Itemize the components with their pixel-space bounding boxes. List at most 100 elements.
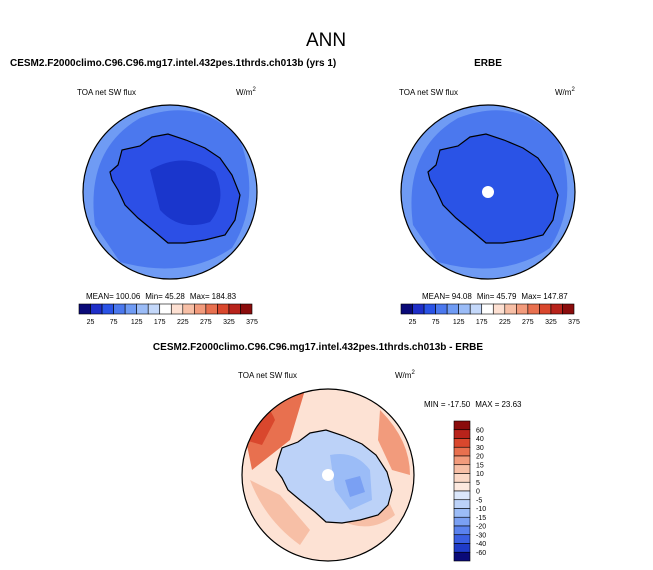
colorbar-tick-label: 275 <box>200 319 212 326</box>
colorbar-swatch <box>182 303 195 315</box>
colorbar-swatch <box>400 303 413 315</box>
colorbar-tick-label: 175 <box>476 319 488 326</box>
colorbar-swatch <box>453 420 471 431</box>
colorbar-swatch <box>492 303 506 315</box>
colorbar-swatch <box>527 303 540 315</box>
colorbar-tick-label: 10 <box>476 471 484 478</box>
colorbar-swatch <box>516 303 529 315</box>
colorbar-swatch <box>453 455 471 466</box>
units-label: W/m2 <box>555 87 575 97</box>
colorbar-swatch <box>539 303 552 315</box>
colorbar-swatch <box>504 303 517 315</box>
pole-hole <box>482 186 494 198</box>
colorbar-swatch <box>453 508 471 518</box>
colorbar-tick-label: 5 <box>476 480 480 487</box>
colorbar-tick-label: -60 <box>476 550 486 557</box>
colorbar-swatch <box>469 303 483 315</box>
panel-difference: CESM2.F2000climo.C96.C96.mg17.intel.432p… <box>153 342 522 562</box>
colorbar-swatch <box>90 303 103 315</box>
colorbar: 25 75 125 175 225 275 325 375 <box>400 303 580 326</box>
panel-title: CESM2.F2000climo.C96.C96.mg17.intel.432p… <box>153 342 483 353</box>
colorbar: 25 75 125 175 225 275 325 375 <box>78 303 258 326</box>
colorbar-tick-label: 30 <box>476 445 484 452</box>
colorbar-swatch <box>458 303 471 315</box>
colorbar-swatch <box>453 551 471 562</box>
colorbar-swatch <box>423 303 436 315</box>
colorbar-swatch <box>453 438 471 448</box>
colorbar-swatch <box>101 303 114 315</box>
panel-model: CESM2.F2000climo.C96.C96.mg17.intel.432p… <box>10 58 336 326</box>
units-label: W/m2 <box>236 87 256 97</box>
variable-label: TOA net SW flux <box>77 88 136 97</box>
panel-title: CESM2.F2000climo.C96.C96.mg17.intel.432p… <box>10 58 336 69</box>
colorbar-tick-label: 40 <box>476 436 484 443</box>
panel-obs: ERBE TOA net SW flux W/m2 MEAN= 94.08 Min=… <box>399 58 580 326</box>
polar-map <box>242 389 414 561</box>
colorbar-swatch <box>78 303 91 315</box>
colorbar-tick-label: 275 <box>522 319 534 326</box>
colorbar-tick-label: 325 <box>545 319 557 326</box>
colorbar-swatch <box>453 481 471 492</box>
colorbar-tick-label: 75 <box>432 319 440 326</box>
colorbar-swatch <box>170 303 184 315</box>
colorbar-swatch <box>453 490 471 501</box>
colorbar-tick-label: -10 <box>476 506 486 513</box>
polar-map <box>83 105 257 279</box>
colorbar-tick-label: -15 <box>476 515 486 522</box>
polar-map <box>401 105 575 279</box>
colorbar-swatch <box>159 303 172 315</box>
colorbar-swatch <box>453 543 471 553</box>
colorbar-swatch <box>453 473 471 483</box>
stats-line: MEAN= 100.06 Min= 45.28 Max= 184.83 <box>86 292 237 301</box>
colorbar-swatch <box>147 303 161 315</box>
colorbar-swatch <box>205 303 218 315</box>
colorbar-swatch <box>194 303 207 315</box>
colorbar-swatch <box>136 303 149 315</box>
colorbar-tick-label: -5 <box>476 497 482 504</box>
colorbar-tick-label: 20 <box>476 454 484 461</box>
colorbar-tick-label: 25 <box>409 319 417 326</box>
colorbar-swatch <box>453 499 471 509</box>
colorbar-tick-label: -40 <box>476 541 486 548</box>
colorbar-swatch <box>550 303 563 315</box>
colorbar-tick-label: 125 <box>131 319 143 326</box>
colorbar-swatch <box>562 303 575 315</box>
colorbar-tick-label: 225 <box>499 319 511 326</box>
variable-label: TOA net SW flux <box>399 88 458 97</box>
colorbar-swatch <box>217 303 230 315</box>
colorbar-tick-label: -30 <box>476 532 486 539</box>
colorbar-tick-label: 0 <box>476 489 480 496</box>
colorbar-swatch <box>453 525 471 536</box>
colorbar-tick-label: -20 <box>476 524 486 531</box>
panel-title: ERBE <box>474 58 502 69</box>
colorbar-swatch <box>124 303 137 315</box>
stats-line: MIN = -17.50 MAX = 23.63 <box>424 400 522 409</box>
colorbar-swatch <box>453 516 471 527</box>
variable-label: TOA net SW flux <box>238 371 297 380</box>
colorbar-tick-label: 60 <box>476 427 484 434</box>
colorbar-tick-label: 225 <box>177 319 189 326</box>
colorbar-tick-label: 325 <box>223 319 235 326</box>
colorbar-tick-label: 375 <box>568 319 580 326</box>
units-label: W/m2 <box>395 370 415 380</box>
colorbar-tick-label: 25 <box>87 319 95 326</box>
colorbar-tick-label: 175 <box>154 319 166 326</box>
colorbar-tick-label: 75 <box>110 319 118 326</box>
colorbar-swatch <box>481 303 494 315</box>
colorbar-swatch <box>446 303 459 315</box>
colorbar-tick-label: 125 <box>453 319 465 326</box>
stats-line: MEAN= 94.08 Min= 45.79 Max= 147.87 <box>422 292 568 301</box>
colorbar-swatch <box>228 303 241 315</box>
colorbar-swatch <box>453 534 471 544</box>
colorbar-swatch <box>435 303 448 315</box>
colorbar-swatch <box>453 429 471 439</box>
colorbar-swatch <box>412 303 425 315</box>
colorbar-tick-label: 15 <box>476 462 484 469</box>
colorbar-tick-label: 375 <box>246 319 258 326</box>
colorbar-swatch <box>113 303 126 315</box>
